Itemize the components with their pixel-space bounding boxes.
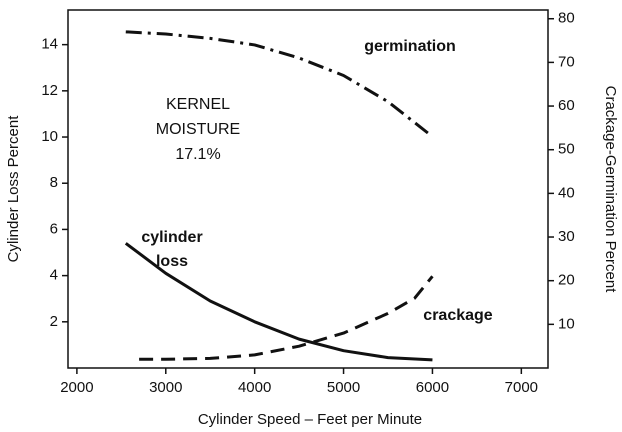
x-tick-label: 5000 xyxy=(327,379,360,396)
y2-tick-label: 80 xyxy=(558,10,575,27)
y-tick-label: 14 xyxy=(41,36,58,53)
x-tick-label: 3000 xyxy=(149,379,182,396)
y-tick-label: 12 xyxy=(41,82,58,99)
annotation: cylinder xyxy=(141,229,202,246)
annotation: crackage xyxy=(423,307,492,324)
y-axis-label: Cylinder Loss Percent xyxy=(5,115,22,263)
series-line xyxy=(124,242,433,362)
x-tick-label: 6000 xyxy=(416,379,449,396)
x-tick-label: 7000 xyxy=(505,379,538,396)
y-tick-label: 10 xyxy=(41,128,58,145)
plot-frame xyxy=(67,9,549,369)
y2-tick-label: 20 xyxy=(558,272,575,289)
y2-tick-label: 70 xyxy=(558,53,575,70)
x-tick-label: 2000 xyxy=(60,379,93,396)
series-line xyxy=(139,275,434,361)
annotation: germination xyxy=(364,38,456,55)
y2-axis-label: Crackage-Germination Percent xyxy=(602,86,619,294)
annotation: loss xyxy=(156,253,188,270)
annotation: MOISTURE xyxy=(156,121,240,138)
x-axis-label: Cylinder Speed – Feet per Minute xyxy=(198,411,422,428)
annotation: 17.1% xyxy=(175,146,220,163)
y-tick-label: 6 xyxy=(50,220,58,237)
y2-tick-label: 50 xyxy=(558,141,575,158)
y-tick-label: 4 xyxy=(50,267,58,284)
y2-tick-label: 10 xyxy=(558,315,575,332)
x-tick-label: 4000 xyxy=(238,379,271,396)
annotation: KERNEL xyxy=(166,96,230,113)
y-tick-label: 2 xyxy=(50,313,58,330)
y2-tick-label: 30 xyxy=(558,228,575,245)
y-tick-label: 8 xyxy=(50,174,58,191)
y2-tick-label: 40 xyxy=(558,184,575,201)
y2-tick-label: 60 xyxy=(558,97,575,114)
